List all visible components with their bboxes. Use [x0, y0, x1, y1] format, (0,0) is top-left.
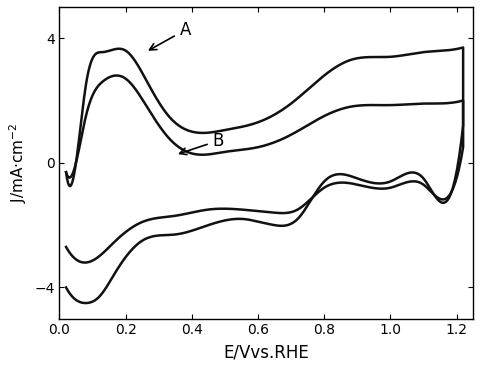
- Text: A: A: [149, 21, 191, 50]
- Y-axis label: J/mA·cm$^{-2}$: J/mA·cm$^{-2}$: [7, 123, 29, 203]
- X-axis label: E/Vvs.RHE: E/Vvs.RHE: [223, 343, 309, 361]
- Text: B: B: [180, 132, 224, 155]
